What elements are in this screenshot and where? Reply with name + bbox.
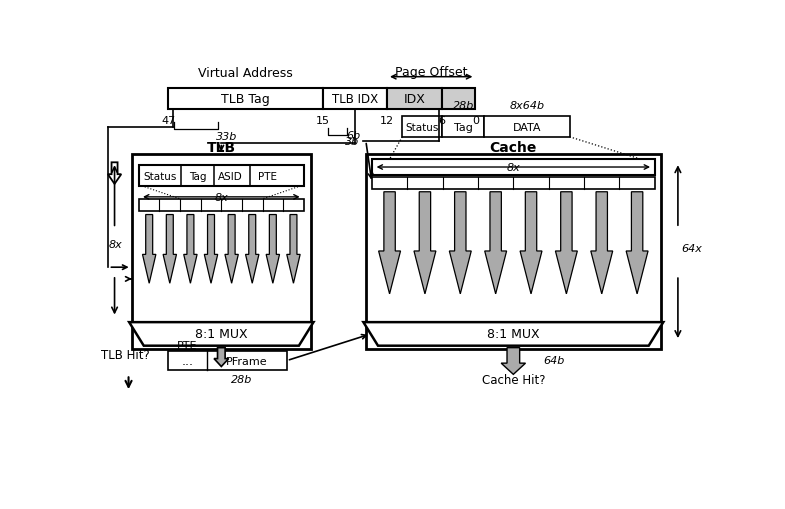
Text: TLB Tag: TLB Tag xyxy=(221,93,270,106)
Text: Virtual Address: Virtual Address xyxy=(199,67,293,80)
Polygon shape xyxy=(414,192,436,294)
Text: 47: 47 xyxy=(161,116,175,126)
Polygon shape xyxy=(143,215,156,284)
Text: 8:1 MUX: 8:1 MUX xyxy=(487,328,539,341)
Text: Status: Status xyxy=(144,172,177,181)
Text: 8x: 8x xyxy=(214,192,228,203)
FancyBboxPatch shape xyxy=(168,351,287,371)
Polygon shape xyxy=(287,215,300,284)
Polygon shape xyxy=(130,323,313,346)
Text: Cache: Cache xyxy=(490,141,537,155)
Text: TLB IDX: TLB IDX xyxy=(332,93,378,106)
Text: 15: 15 xyxy=(316,116,330,126)
Polygon shape xyxy=(266,215,279,284)
Polygon shape xyxy=(378,192,400,294)
Text: 0: 0 xyxy=(472,116,479,126)
Text: 8x: 8x xyxy=(506,163,520,173)
FancyBboxPatch shape xyxy=(372,178,655,189)
Polygon shape xyxy=(449,192,471,294)
Text: Tag: Tag xyxy=(454,122,473,132)
Polygon shape xyxy=(163,215,177,284)
Text: 8x: 8x xyxy=(109,239,122,249)
Polygon shape xyxy=(626,192,648,294)
Text: TLB: TLB xyxy=(206,141,236,155)
Polygon shape xyxy=(184,215,197,284)
Text: 8x64b: 8x64b xyxy=(509,101,545,111)
Polygon shape xyxy=(225,215,239,284)
Text: 8:1 MUX: 8:1 MUX xyxy=(195,328,247,341)
Polygon shape xyxy=(214,348,228,367)
FancyBboxPatch shape xyxy=(139,166,304,186)
FancyBboxPatch shape xyxy=(132,155,311,349)
Text: ...: ... xyxy=(181,354,194,367)
FancyBboxPatch shape xyxy=(168,89,323,110)
Text: 28b: 28b xyxy=(231,374,252,384)
Text: 6: 6 xyxy=(438,116,445,126)
Polygon shape xyxy=(556,192,577,294)
Text: 64b: 64b xyxy=(544,355,565,365)
FancyBboxPatch shape xyxy=(442,89,475,110)
Text: Page Offset: Page Offset xyxy=(395,66,467,79)
Polygon shape xyxy=(484,192,506,294)
Polygon shape xyxy=(520,192,542,294)
Polygon shape xyxy=(108,163,121,185)
Text: IDX: IDX xyxy=(403,93,425,106)
Text: TLB Hit?: TLB Hit? xyxy=(101,349,150,361)
Polygon shape xyxy=(204,215,217,284)
FancyBboxPatch shape xyxy=(402,117,442,137)
Text: Status: Status xyxy=(405,122,439,132)
Text: PTE: PTE xyxy=(258,172,277,181)
Polygon shape xyxy=(591,192,613,294)
Text: ASID: ASID xyxy=(218,172,243,181)
Text: PTE: PTE xyxy=(177,340,198,350)
Text: 12: 12 xyxy=(380,116,394,126)
FancyBboxPatch shape xyxy=(366,155,661,349)
Text: DATA: DATA xyxy=(513,122,542,132)
Text: Cache Hit?: Cache Hit? xyxy=(481,374,545,387)
Text: 64x: 64x xyxy=(681,243,702,253)
FancyBboxPatch shape xyxy=(387,89,442,110)
FancyBboxPatch shape xyxy=(323,89,387,110)
FancyBboxPatch shape xyxy=(139,200,304,212)
FancyBboxPatch shape xyxy=(442,117,484,137)
FancyBboxPatch shape xyxy=(372,160,655,176)
Text: PFrame: PFrame xyxy=(226,356,268,366)
Polygon shape xyxy=(501,348,525,375)
Polygon shape xyxy=(363,323,663,346)
Text: 6b: 6b xyxy=(346,130,361,140)
FancyBboxPatch shape xyxy=(484,117,570,137)
Text: 28b: 28b xyxy=(452,101,474,111)
Text: Tag: Tag xyxy=(188,172,206,181)
Text: 33b: 33b xyxy=(217,131,238,142)
Polygon shape xyxy=(246,215,259,284)
Text: 3b: 3b xyxy=(345,137,359,147)
